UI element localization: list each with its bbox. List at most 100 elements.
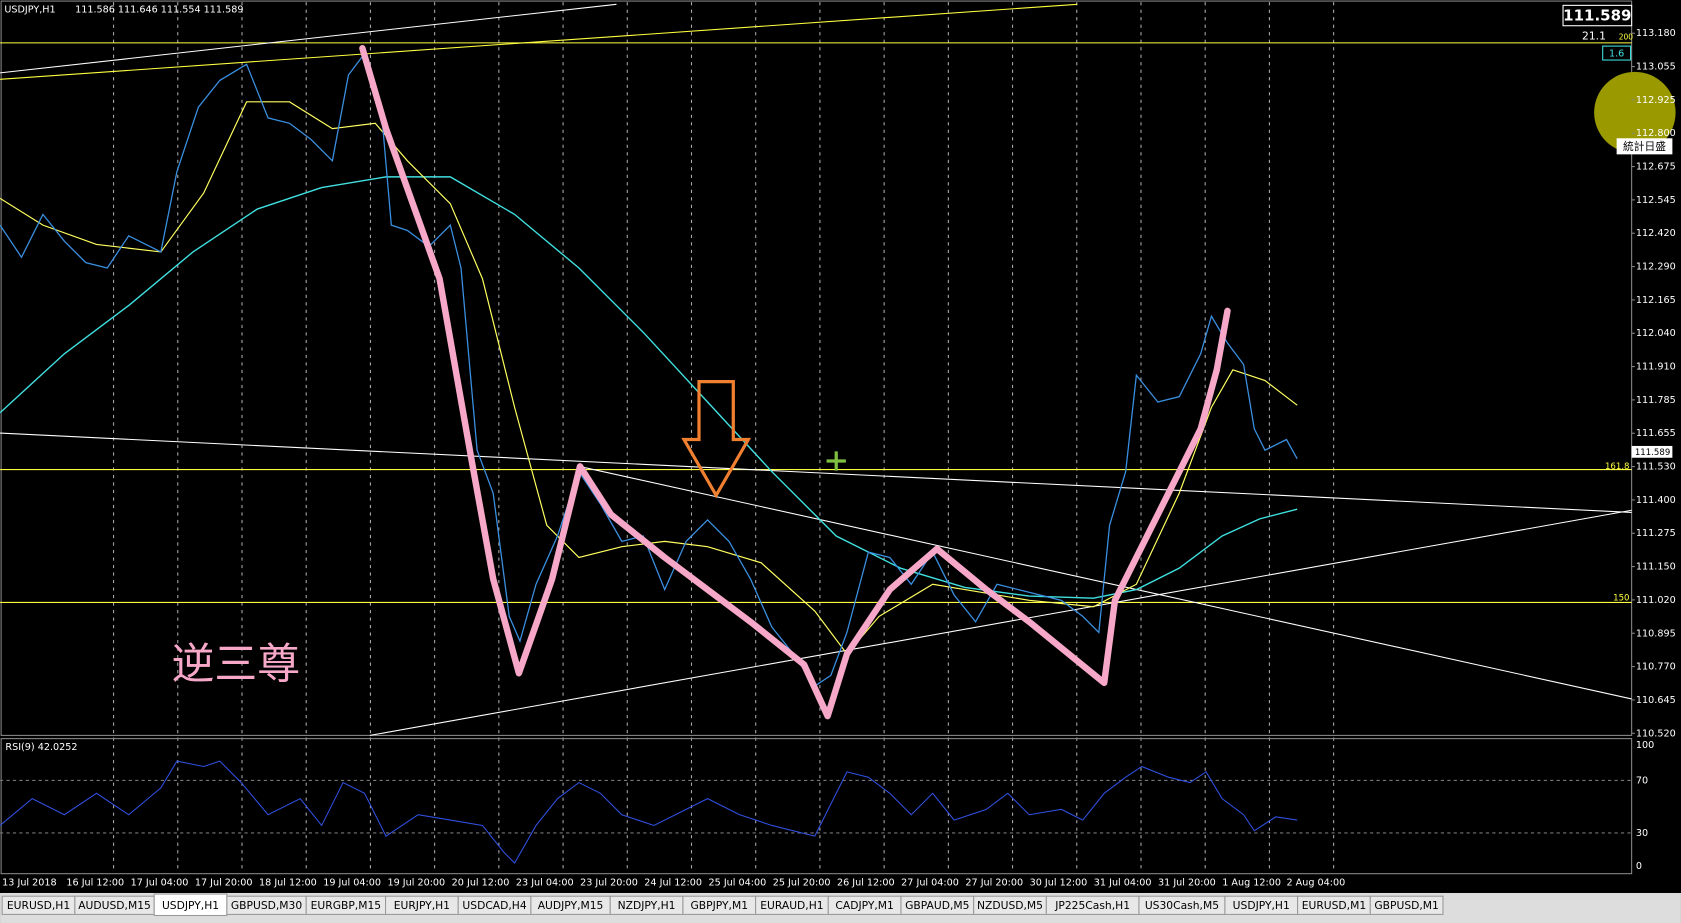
price-axis-label: 112.545	[1636, 195, 1676, 206]
tab-label[interactable]: US30Cash,M5	[1145, 899, 1219, 912]
price-axis-label: 111.275	[1636, 528, 1676, 539]
price-axis-label: 111.150	[1636, 562, 1676, 573]
tab-label[interactable]: NZDUSD,M5	[977, 899, 1043, 912]
tab-label[interactable]: USDJPY,H1	[162, 899, 219, 912]
arrow-annotation	[681, 380, 752, 499]
time-axis-label: 25 Jul 04:00	[709, 877, 767, 888]
side-button[interactable]	[1616, 138, 1673, 155]
time-axis-label: 13 Jul 2018	[2, 877, 56, 888]
trend-line	[0, 432, 1632, 513]
level-box	[1602, 45, 1632, 61]
time-axis-label: 2 Aug 04:00	[1286, 877, 1345, 888]
trend-line	[578, 465, 1632, 700]
tab-label[interactable]: NZDJPY,H1	[618, 899, 676, 912]
rsi-line	[0, 760, 1298, 864]
price-axis-label: 110.520	[1636, 728, 1676, 739]
indicator-badge	[1594, 71, 1676, 154]
time-axis-label: 31 Jul 20:00	[1158, 877, 1216, 888]
tab-label[interactable]: EURUSD,M1	[1302, 899, 1366, 912]
time-axis-label: 1 Aug 12:00	[1222, 877, 1281, 888]
level-tag: 200	[1619, 33, 1634, 42]
spread: 21.1	[1582, 29, 1606, 42]
tab-label[interactable]: JP225Cash,H1	[1054, 899, 1130, 912]
price-axis-label: 111.020	[1636, 595, 1676, 606]
price-axis-label: 111.785	[1636, 395, 1676, 406]
time-axis-label: 26 Jul 12:00	[837, 877, 895, 888]
price-axis-label: 111.910	[1636, 362, 1676, 373]
tab[interactable]	[1369, 895, 1444, 915]
tab-label[interactable]: GBPJPY,M1	[690, 899, 748, 912]
time-axis-label: 17 Jul 04:00	[131, 877, 189, 888]
tab-label[interactable]: CADJPY,M1	[835, 899, 893, 912]
price-axis-label: 110.645	[1636, 695, 1676, 706]
price-axis-label: 112.290	[1636, 262, 1676, 273]
crosshair-icon	[826, 451, 846, 471]
time-axis-label: 19 Jul 20:00	[387, 877, 445, 888]
rsi-axis-label: 70	[1636, 775, 1648, 786]
rsi-pane	[0, 738, 1633, 875]
rsi-axis-label: 30	[1636, 828, 1648, 839]
price-tag-text: 111.589	[1635, 448, 1670, 458]
bid-price: 111.589	[1563, 7, 1631, 25]
moving-average	[0, 176, 1298, 599]
pattern-label: 逆三尊	[172, 639, 301, 689]
tab-label[interactable]: GBPAUD,M5	[905, 899, 969, 912]
fib-label: 150	[1613, 594, 1629, 604]
time-axis-label: 23 Jul 20:00	[580, 877, 638, 888]
side-button-label[interactable]: 統計日盛	[1623, 140, 1666, 153]
price-axis-label: 112.040	[1636, 328, 1676, 339]
tab-label[interactable]: EURGBP,M15	[311, 899, 381, 912]
tab-label[interactable]: EURAUD,H1	[760, 899, 823, 912]
tab-label[interactable]: EURJPY,H1	[394, 899, 450, 912]
price-axis-label: 110.770	[1636, 662, 1676, 673]
time-axis-label: 17 Jul 20:00	[195, 877, 253, 888]
price-axis-label: 112.800	[1636, 128, 1676, 139]
time-axis-label: 24 Jul 12:00	[644, 877, 702, 888]
price-axis-label: 111.400	[1636, 495, 1676, 506]
tabs: EURUSD,H1 AUDUSD,M15 USDJPY,H1 GBPUSD,M30 EU…	[1, 893, 1444, 917]
time-axis-label: 16 Jul 12:00	[66, 877, 124, 888]
level-value: 1.6	[1609, 49, 1624, 60]
time-axis-label: 19 Jul 04:00	[323, 877, 381, 888]
price-axis-label: 112.165	[1636, 295, 1676, 306]
price-axis-label: 111.530	[1636, 462, 1676, 473]
price-axis-label: 112.925	[1636, 95, 1676, 106]
tab-label[interactable]: EURUSD,H1	[7, 899, 70, 912]
price-path	[0, 52, 1298, 687]
price-tag	[1631, 445, 1673, 458]
time-axis-label: 27 Jul 04:00	[901, 877, 959, 888]
price-axis-label: 113.180	[1636, 28, 1676, 39]
price-axis-label: 112.675	[1636, 162, 1676, 173]
pattern-drawing	[359, 45, 1231, 720]
tab-label[interactable]: GBPUSD,M30	[231, 899, 303, 912]
tab-label[interactable]: AUDJPY,M15	[538, 899, 604, 912]
price-axis-label: 110.895	[1636, 628, 1676, 639]
time-axis-label: 20 Jul 12:00	[452, 877, 510, 888]
time-axis-label: 30 Jul 12:00	[1030, 877, 1088, 888]
time-axis-label: 27 Jul 20:00	[965, 877, 1023, 888]
chart-header: USDJPY,H1	[4, 5, 55, 16]
chart-ohlc: 111.586 111.646 111.554 111.589	[75, 5, 243, 16]
grid	[113, 2, 1335, 873]
tab-label[interactable]: USDCAD,H4	[462, 899, 526, 912]
fib-label: 161.8	[1605, 462, 1630, 472]
rsi-axis-label: 100	[1636, 740, 1654, 751]
price-axis-label: 111.655	[1636, 428, 1676, 439]
time-axis-label: 25 Jul 20:00	[773, 877, 831, 888]
tab-label[interactable]: USDJPY,H1	[1233, 899, 1290, 912]
tab-label[interactable]: GBPUSD,M1	[1374, 899, 1439, 912]
time-axis-label: 18 Jul 12:00	[259, 877, 317, 888]
price-pane	[0, 0, 1633, 736]
price-axis-label: 112.420	[1636, 228, 1676, 239]
tab-label[interactable]: AUDUSD,M15	[78, 899, 151, 912]
trend-line	[0, 3, 617, 74]
trend-line	[0, 3, 1078, 80]
trend-line	[369, 509, 1632, 736]
time-axis-label: 31 Jul 04:00	[1094, 877, 1152, 888]
rsi-label: RSI(9) 42.0252	[5, 742, 77, 753]
time-axis-label: 23 Jul 04:00	[516, 877, 574, 888]
rsi-axis-label: 0	[1636, 861, 1642, 872]
price-axis-label: 113.055	[1636, 62, 1676, 73]
bid-box	[1562, 4, 1633, 27]
